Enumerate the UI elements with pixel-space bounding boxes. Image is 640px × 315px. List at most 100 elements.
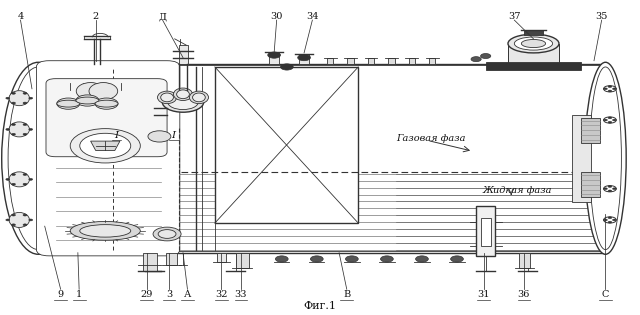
- Text: 31: 31: [477, 290, 490, 299]
- Circle shape: [57, 98, 80, 109]
- Circle shape: [23, 123, 27, 125]
- Circle shape: [415, 256, 428, 262]
- Circle shape: [608, 117, 612, 119]
- Text: I: I: [114, 131, 118, 140]
- Circle shape: [29, 178, 33, 180]
- Bar: [215, 67, 358, 223]
- Circle shape: [6, 97, 10, 99]
- Circle shape: [275, 256, 288, 262]
- Bar: [519, 253, 531, 268]
- FancyBboxPatch shape: [36, 61, 180, 256]
- Ellipse shape: [168, 94, 198, 110]
- Bar: [572, 115, 591, 202]
- Circle shape: [148, 131, 171, 142]
- Bar: [327, 58, 333, 64]
- Ellipse shape: [76, 97, 99, 104]
- Circle shape: [310, 256, 323, 262]
- Bar: [166, 253, 177, 265]
- Circle shape: [604, 117, 616, 123]
- Circle shape: [346, 256, 358, 262]
- Circle shape: [158, 230, 176, 238]
- Ellipse shape: [161, 93, 173, 102]
- Circle shape: [6, 129, 10, 130]
- Circle shape: [612, 88, 616, 90]
- Circle shape: [604, 86, 616, 92]
- Circle shape: [70, 129, 140, 163]
- Circle shape: [268, 52, 280, 58]
- Ellipse shape: [89, 83, 118, 100]
- Circle shape: [481, 54, 491, 59]
- Ellipse shape: [177, 90, 189, 99]
- Circle shape: [23, 133, 27, 135]
- Circle shape: [608, 90, 612, 92]
- Circle shape: [12, 92, 15, 94]
- Circle shape: [23, 102, 27, 104]
- Circle shape: [604, 119, 607, 121]
- Text: 33: 33: [235, 290, 247, 299]
- Text: 35: 35: [595, 12, 608, 21]
- Bar: [236, 253, 248, 268]
- Text: 36: 36: [518, 290, 530, 299]
- Bar: [143, 253, 157, 272]
- Ellipse shape: [9, 212, 29, 227]
- Bar: [476, 206, 495, 256]
- Circle shape: [12, 183, 15, 185]
- Text: I: I: [172, 131, 175, 140]
- Circle shape: [604, 219, 607, 221]
- Circle shape: [23, 183, 27, 185]
- Ellipse shape: [189, 91, 209, 104]
- Bar: [348, 58, 354, 64]
- Circle shape: [80, 133, 131, 158]
- Ellipse shape: [163, 92, 204, 112]
- Circle shape: [29, 129, 33, 130]
- Circle shape: [95, 98, 118, 109]
- Bar: [368, 58, 374, 64]
- Circle shape: [612, 219, 616, 221]
- Text: В: В: [343, 290, 350, 299]
- Bar: [486, 62, 581, 70]
- Text: 3: 3: [166, 290, 172, 299]
- Ellipse shape: [76, 83, 105, 100]
- Ellipse shape: [9, 172, 29, 187]
- Circle shape: [12, 102, 15, 104]
- Circle shape: [298, 54, 310, 61]
- Circle shape: [608, 121, 612, 123]
- Circle shape: [612, 119, 616, 121]
- Ellipse shape: [173, 88, 193, 100]
- Circle shape: [604, 88, 607, 90]
- Circle shape: [153, 227, 181, 241]
- Circle shape: [280, 64, 293, 70]
- Bar: [408, 58, 415, 64]
- Bar: [581, 172, 600, 197]
- Circle shape: [23, 214, 27, 216]
- Ellipse shape: [9, 91, 29, 106]
- Circle shape: [12, 214, 15, 216]
- Text: С: С: [602, 290, 609, 299]
- Bar: [38, 64, 605, 253]
- Bar: [179, 45, 188, 64]
- Circle shape: [608, 186, 612, 187]
- Circle shape: [471, 57, 481, 62]
- Circle shape: [604, 186, 616, 192]
- Circle shape: [612, 188, 616, 190]
- Text: 1: 1: [76, 290, 83, 299]
- Bar: [429, 58, 435, 64]
- Circle shape: [23, 174, 27, 175]
- Bar: [388, 58, 394, 64]
- Text: А: А: [184, 290, 191, 299]
- Circle shape: [604, 217, 616, 223]
- Ellipse shape: [508, 34, 559, 53]
- Circle shape: [12, 174, 15, 175]
- Ellipse shape: [2, 62, 75, 254]
- Bar: [42, 66, 602, 251]
- Ellipse shape: [585, 62, 626, 254]
- Bar: [508, 43, 559, 62]
- Text: 29: 29: [141, 290, 153, 299]
- Text: 9: 9: [58, 290, 64, 299]
- Text: 34: 34: [306, 12, 319, 21]
- Circle shape: [608, 217, 612, 219]
- Circle shape: [381, 256, 394, 262]
- Ellipse shape: [522, 39, 545, 48]
- Circle shape: [29, 219, 33, 221]
- Text: Жидкая фаза: Жидкая фаза: [483, 186, 552, 195]
